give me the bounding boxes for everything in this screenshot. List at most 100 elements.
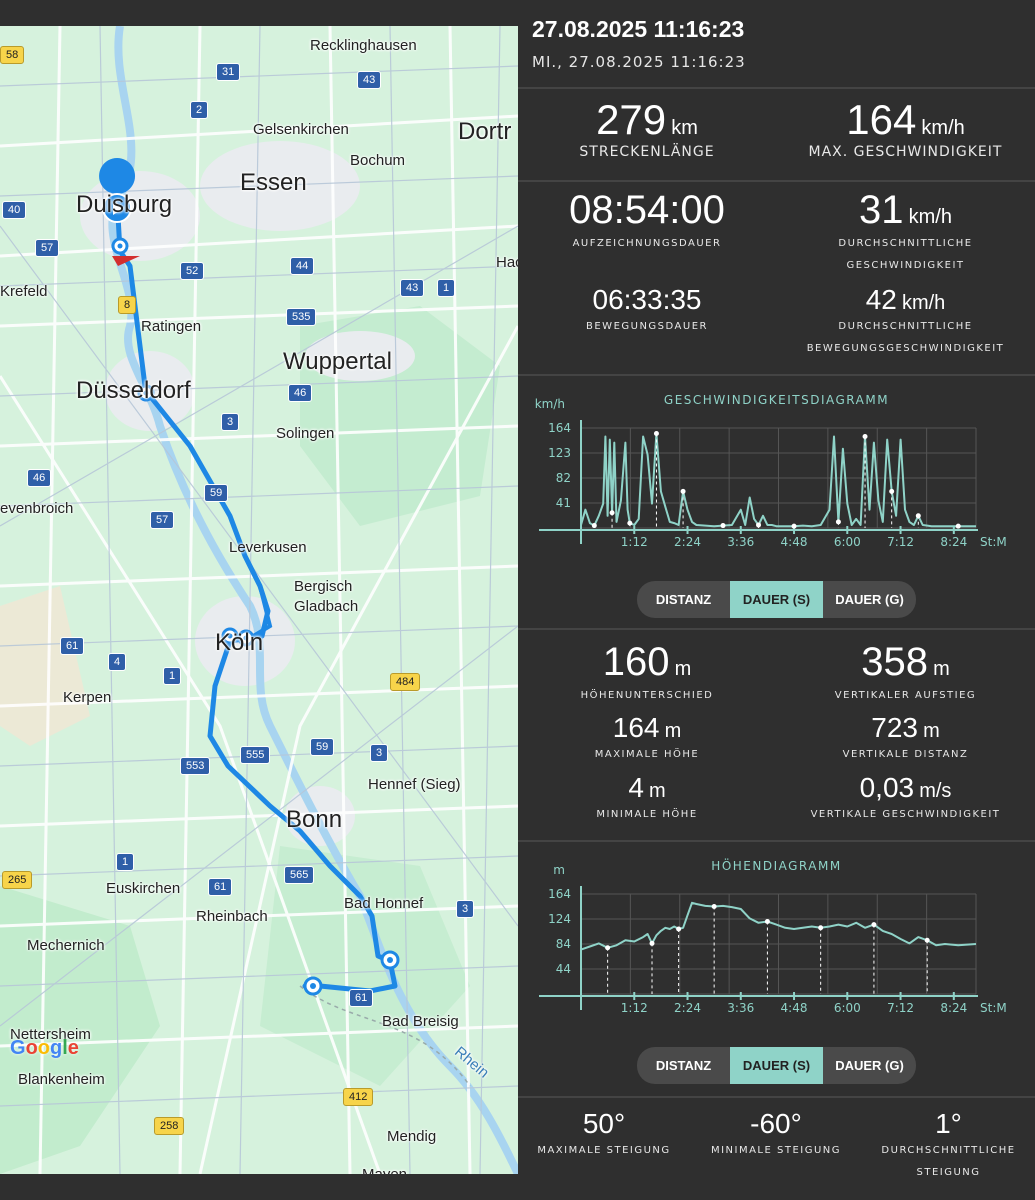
x-tick-label: 6:00 — [834, 535, 861, 549]
stat-moving-duration: 06:33:35 BEWEGUNGSDAUER — [518, 284, 776, 338]
route-map[interactable]: Recklinghausen Gelsenkirchen Dortr Bochu… — [0, 26, 518, 1174]
stat-unit: m/s — [919, 780, 952, 802]
stat-distance: 279 km STRECKENLÄNGE — [518, 96, 776, 160]
stat-min-height: 4 m MINIMALE HÖHE — [518, 772, 776, 826]
road-shield: 31 — [216, 63, 241, 81]
road-shield: 61 — [60, 637, 85, 655]
track-date-subtitle: MI., 27.08.2025 11:16:23 — [532, 53, 746, 71]
stat-avg-speed: 31 km/h DURCHSCHNITTLICHE GESCHWINDIGKEI… — [776, 188, 1035, 277]
stat-value: 164 — [846, 96, 917, 143]
map-label-bergisch-gladbach: Bergisch Gladbach — [294, 578, 359, 615]
stat-value: 08:54:00 — [569, 188, 725, 232]
stat-unit: km/h — [921, 117, 965, 139]
stat-unit: m — [674, 658, 692, 680]
speed-chart: km/h 164 123 82 41 1:12 2:24 3:36 4:48 6:00 7:12 8:… — [535, 397, 1007, 549]
stat-value: 4 — [628, 772, 644, 803]
map-label-leverkusen: Leverkusen — [229, 539, 307, 556]
road-shield: 484 — [390, 673, 421, 691]
tab-duration-g[interactable]: DAUER (G) — [835, 592, 904, 607]
speed-chart-tabs: DISTANZ DAUER (S) DAUER (G) — [637, 581, 916, 618]
stat-label: VERTIKALE DISTANZ — [842, 749, 969, 760]
road-shield: 3 — [370, 744, 389, 762]
divider — [518, 1096, 1035, 1098]
stats-panel: 27.08.2025 11:16:23 MI., 27.08.2025 11:1… — [518, 0, 1035, 1200]
map-label-blankenheim: Blankenheim — [18, 1071, 105, 1088]
road-shield: 412 — [343, 1088, 374, 1106]
stat-avg-slope: 1° DURCHSCHNITTLICHE STEIGUNG — [862, 1108, 1035, 1184]
y-tick-label: 124 — [548, 912, 571, 926]
map-label-mechernich: Mechernich — [27, 937, 105, 954]
series-line — [580, 901, 977, 951]
stat-label: MAXIMALE STEIGUNG — [537, 1145, 671, 1156]
road-shield: 1 — [116, 853, 135, 871]
road-shield: 553 — [180, 757, 211, 775]
road-shield: 1 — [163, 667, 182, 685]
x-tick-label: 3:36 — [727, 535, 754, 549]
stat-recording-duration: 08:54:00 AUFZEICHNUNGSDAUER — [518, 188, 776, 255]
waypoint-dot — [871, 922, 877, 928]
stat-value: 1° — [935, 1108, 962, 1139]
map-label-grevenbroich: evenbroich — [0, 500, 74, 517]
chart-grid — [580, 893, 977, 995]
stat-label: VERTIKALER AUFSTIEG — [834, 690, 977, 701]
x-tick-label: 6:00 — [834, 1001, 861, 1015]
waypoint-dot — [649, 940, 655, 946]
waypoint-dot — [609, 510, 615, 516]
waypoint-dot — [835, 519, 841, 525]
stat-unit: m — [923, 720, 940, 742]
track-datetime: 27.08.2025 11:16:23 — [532, 16, 745, 42]
y-tick-label: 84 — [556, 937, 571, 951]
x-tick-label: 2:24 — [674, 535, 701, 549]
map-label-euskirchen: Euskirchen — [106, 880, 181, 897]
stat-min-slope: -60° MINIMALE STEIGUNG — [690, 1108, 862, 1162]
road-shield: 8 — [118, 296, 137, 314]
waypoint-dot — [676, 926, 682, 932]
stat-label: HÖHENUNTERSCHIED — [580, 690, 714, 701]
stat-label: MINIMALE HÖHE — [596, 809, 698, 820]
road-shield: 57 — [35, 239, 60, 257]
stat-avg-moving-speed: 42 km/h DURCHSCHNITTLICHE BEWEGUNGSGESCH… — [776, 284, 1035, 360]
tab-duration-s[interactable]: DAUER (S) — [730, 1047, 823, 1084]
road-shield: 3 — [456, 900, 475, 918]
divider — [518, 180, 1035, 182]
x-tick-label: 4:48 — [781, 535, 808, 549]
tab-duration-g[interactable]: DAUER (G) — [835, 1058, 904, 1073]
map-label-duisburg: Duisburg — [76, 191, 173, 218]
divider — [518, 840, 1035, 842]
stat-label: DURCHSCHNITTLICHE GESCHWINDIGKEIT — [838, 238, 973, 271]
stat-height-diff: 160 m HÖHENUNTERSCHIED — [518, 640, 776, 707]
road-shield: 61 — [349, 989, 374, 1007]
road-shield: 40 — [2, 201, 27, 219]
stat-value: 358 — [861, 640, 928, 684]
waypoint-dot — [924, 937, 930, 943]
stat-value: 0,03 — [859, 772, 915, 803]
stat-unit: m — [933, 658, 950, 680]
tab-distance[interactable]: DISTANZ — [655, 1058, 712, 1073]
stat-vertical-ascent: 358 m VERTIKALER AUFSTIEG — [776, 640, 1035, 707]
waypoint-dot — [627, 520, 633, 526]
stat-label: STRECKENLÄNGE — [579, 144, 715, 160]
road-shield: 2 — [190, 101, 209, 119]
road-shield: 46 — [27, 469, 52, 487]
stat-value: 160 — [602, 640, 670, 684]
tab-distance[interactable]: DISTANZ — [655, 592, 712, 607]
stat-label: MINIMALE STEIGUNG — [710, 1145, 842, 1156]
y-tick-label: 123 — [548, 446, 571, 460]
stat-value: 31 — [859, 188, 904, 232]
map-label-wuppertal: Wuppertal — [283, 348, 392, 375]
x-tick-label: 1:12 — [621, 535, 648, 549]
map-label-ratingen: Ratingen — [141, 318, 202, 335]
map-label-recklinghausen: Recklinghausen — [310, 37, 417, 54]
road-shield: 61 — [208, 878, 233, 896]
stat-value: 06:33:35 — [592, 284, 702, 315]
stat-max-speed: 164 km/h MAX. GESCHWINDIGKEIT — [776, 96, 1035, 160]
road-shield: 535 — [286, 308, 317, 326]
stat-value: 279 — [596, 96, 667, 143]
start-marker — [99, 158, 136, 223]
y-tick-label: 41 — [556, 496, 571, 510]
x-tick-label: 1:12 — [621, 1001, 648, 1015]
series-line — [580, 432, 976, 528]
tab-duration-s[interactable]: DAUER (S) — [730, 581, 823, 618]
waypoint-dot — [791, 523, 797, 529]
stat-vertical-speed: 0,03 m/s VERTIKALE GESCHWINDIGKEIT — [776, 772, 1035, 826]
